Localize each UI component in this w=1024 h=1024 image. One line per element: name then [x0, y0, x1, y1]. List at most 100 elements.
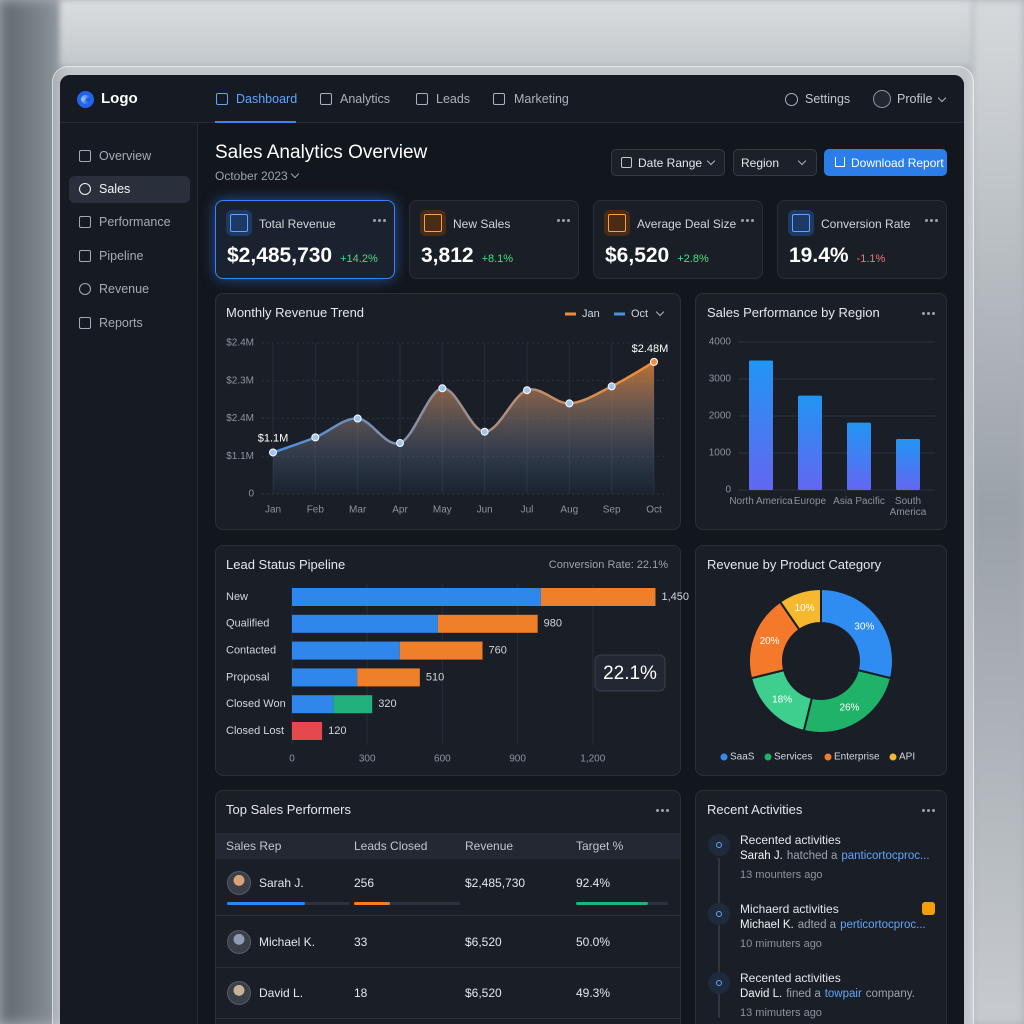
- activity-text: David L. fined a towpair company.: [740, 985, 915, 1003]
- bg-left: [0, 0, 60, 1024]
- sidebar-item[interactable]: Pipeline: [99, 249, 144, 263]
- profile-avatar: [873, 90, 891, 108]
- row-separator: [216, 915, 680, 916]
- sidebar-item[interactable]: Revenue: [99, 282, 150, 296]
- column-header[interactable]: Revenue: [465, 839, 514, 853]
- logo-icon: [77, 91, 94, 108]
- more-menu[interactable]: [925, 219, 928, 222]
- row-separator: [216, 967, 680, 968]
- more-menu[interactable]: [656, 809, 659, 812]
- activity-icon: [708, 834, 730, 856]
- activity-link[interactable]: panticortocproc...: [841, 850, 930, 862]
- logo: Logo: [101, 90, 138, 107]
- nav-icon: [416, 93, 428, 105]
- kpi-change: +14.2%: [340, 253, 378, 265]
- nav-icon: [216, 93, 228, 105]
- activity-badge: [922, 902, 935, 915]
- kpi-change: -1.1%: [856, 253, 886, 265]
- table-cell: David L.: [259, 986, 304, 1000]
- activity-title: Recented activities: [740, 971, 841, 985]
- card: [695, 293, 947, 530]
- date-range: Date Range: [638, 156, 703, 170]
- table-cell: Michael K.: [259, 935, 316, 949]
- region: Region: [741, 156, 780, 170]
- kpi-icon: [604, 210, 630, 236]
- card: [215, 790, 681, 1024]
- kpi-label: Average Deal Size: [637, 217, 737, 231]
- chart-title: Sales Performance by Region: [707, 305, 880, 320]
- chart-title: Revenue by Product Category: [707, 557, 882, 572]
- activity-icon: [708, 972, 730, 994]
- avatar: [227, 930, 251, 954]
- kpi-value: 19.4%: [789, 244, 849, 267]
- row-separator: [216, 1018, 680, 1019]
- nav-item[interactable]: Marketing: [514, 92, 569, 106]
- table-cell: 18: [354, 986, 368, 1000]
- activity-link[interactable]: towpair: [824, 988, 862, 1000]
- table-cell: 50.0%: [576, 935, 611, 949]
- activity-link[interactable]: perticortocproc...: [840, 919, 926, 931]
- more-menu[interactable]: [373, 219, 376, 222]
- avatar: [227, 871, 251, 895]
- more-menu[interactable]: [922, 809, 925, 812]
- table-header: [216, 833, 680, 859]
- sidebar-icon: [79, 150, 91, 162]
- sidebar-icon: [79, 216, 91, 228]
- progress-bar: [354, 902, 390, 905]
- sidebar-item[interactable]: Sales: [99, 182, 131, 196]
- progress-bar: [576, 902, 648, 905]
- activity-actor: Michael K.: [740, 919, 794, 931]
- column-header[interactable]: Target %: [576, 839, 624, 853]
- nav-item[interactable]: Dashboard: [236, 92, 298, 106]
- sidebar-item[interactable]: Reports: [99, 316, 143, 330]
- sidebar-icon: [79, 183, 91, 195]
- activity-time: 10 mimuters ago: [740, 938, 822, 950]
- kpi-value: 3,812: [421, 244, 474, 267]
- kpi-card: [777, 200, 947, 279]
- kpi-value-row: $2,485,730 +14.2%: [227, 244, 378, 268]
- calendar-icon: [621, 157, 632, 168]
- activity-action: adted a: [797, 919, 837, 931]
- nav-icon: [320, 93, 332, 105]
- table-cell: $6,520: [465, 986, 502, 1000]
- kpi-value-row: $6,520 +2.8%: [605, 244, 709, 268]
- settings-icon: [785, 93, 798, 106]
- nav-icon: [493, 93, 505, 105]
- more-menu[interactable]: [922, 312, 925, 315]
- activity-action: fined a: [786, 988, 821, 1000]
- download-icon: [835, 157, 845, 167]
- activity-text: Sarah J. hatched a panticortocproc...: [740, 847, 930, 865]
- settings[interactable]: Settings: [805, 92, 851, 106]
- activity-tail: company.: [865, 988, 915, 1000]
- sidebar: [60, 123, 198, 1024]
- table-title: Top Sales Performers: [226, 802, 351, 817]
- table-cell: 33: [354, 935, 368, 949]
- nav-item[interactable]: Analytics: [340, 92, 391, 106]
- activity-icon: [708, 903, 730, 925]
- region-button[interactable]: [733, 149, 817, 176]
- sidebar-item[interactable]: Overview: [99, 149, 152, 163]
- column-header[interactable]: Sales Rep: [226, 839, 282, 853]
- sidebar-icon: [79, 250, 91, 262]
- bg-top: [60, 0, 972, 66]
- activity-action: hatched a: [786, 850, 838, 862]
- period[interactable]: October 2023: [215, 169, 288, 183]
- more-menu[interactable]: [741, 219, 744, 222]
- bg-right: [972, 0, 1024, 1024]
- table-cell: 49.3%: [576, 986, 611, 1000]
- nav-item[interactable]: Leads: [436, 92, 471, 106]
- more-menu[interactable]: [557, 219, 560, 222]
- date-range-button[interactable]: [611, 149, 725, 176]
- nav-active-underline: [215, 121, 296, 123]
- sidebar-icon: [79, 317, 91, 329]
- sidebar-item[interactable]: Performance: [99, 215, 171, 229]
- kpi-value: $2,485,730: [227, 244, 333, 267]
- chart-title: Monthly Revenue Trend: [226, 305, 365, 320]
- nav-bar: [60, 75, 964, 123]
- column-header[interactable]: Leads Closed: [354, 839, 428, 853]
- kpi-icon: [788, 210, 814, 236]
- card: [695, 545, 947, 776]
- profile[interactable]: Profile: [897, 92, 933, 106]
- activity-title: Michaerd activities: [740, 902, 839, 916]
- table-cell: Sarah J.: [259, 876, 304, 890]
